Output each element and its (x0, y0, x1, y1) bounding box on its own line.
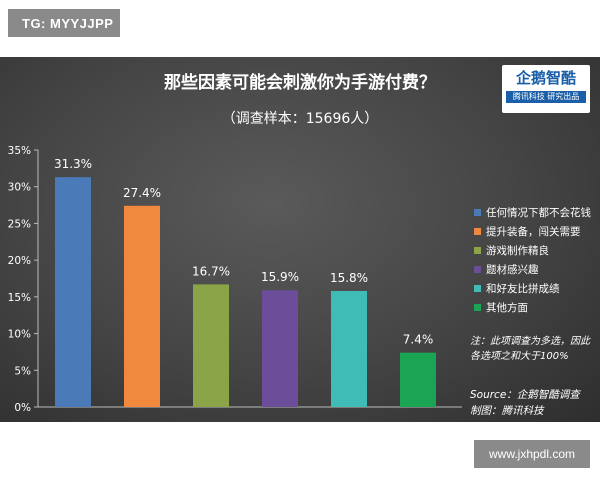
bar-data-label: 31.3% (54, 157, 92, 171)
chart-panel (0, 57, 600, 422)
bar (331, 290, 367, 407)
y-tick-label: 15% (8, 292, 31, 304)
y-tick-label: 35% (8, 145, 31, 157)
y-tick-label: 0% (14, 402, 31, 414)
logo-name: 企鹅智酷 (515, 69, 576, 87)
bar (193, 284, 229, 407)
bar (400, 352, 436, 407)
y-tick-label: 25% (8, 218, 31, 230)
legend-item: 游戏制作精良 (474, 241, 600, 260)
logo-tagline: 腾讯科技 研究出品 (506, 91, 586, 103)
legend-swatch (474, 209, 481, 216)
bar-data-label: 7.4% (403, 333, 434, 347)
source-line: Source：企鹅智酷调查 (470, 389, 580, 401)
watermark-top: TG: MYYJJPP (8, 9, 120, 37)
y-tick-label: 20% (8, 255, 31, 267)
watermark-bottom: www.jxhpdl.com (474, 440, 590, 468)
chart-subtitle: （调查样本：15696人） (221, 111, 379, 127)
legend-item: 任何情况下都不会花钱 (474, 203, 600, 222)
source-block: Source：企鹅智酷调查 制图：腾讯科技 (470, 387, 598, 419)
bar (262, 290, 298, 407)
legend-label: 游戏制作精良 (486, 245, 549, 257)
bar (124, 205, 160, 407)
bar-data-label: 15.8% (330, 271, 368, 285)
legend-item: 题材感兴趣 (474, 260, 600, 279)
legend-swatch (474, 285, 481, 292)
legend-label: 其他方面 (486, 302, 528, 314)
legend-label: 任何情况下都不会花钱 (486, 207, 591, 219)
y-tick-label: 30% (8, 182, 31, 194)
legend-swatch (474, 228, 481, 235)
y-tick-label: 5% (14, 365, 31, 377)
legend-item: 和好友比拼成绩 (474, 279, 600, 298)
bar-data-label: 16.7% (192, 264, 230, 278)
legend-label: 提升装备，闯关需要 (486, 226, 581, 238)
y-tick-label: 10% (8, 329, 31, 341)
legend-label: 和好友比拼成绩 (486, 283, 560, 295)
credit-line: 制图：腾讯科技 (470, 405, 544, 417)
brand-logo: 企鹅智酷 腾讯科技 研究出品 (502, 65, 590, 113)
chart-title: 那些因素可能会刺激你为手游付费？ (164, 73, 436, 93)
bar (55, 177, 91, 407)
legend-swatch (474, 266, 481, 273)
chart-legend: 任何情况下都不会花钱 提升装备，闯关需要 游戏制作精良 题材感兴趣和好友比拼成绩 其他方… (474, 203, 600, 317)
legend-item: 其他方面 (474, 298, 600, 317)
bar-data-label: 27.4% (123, 186, 161, 200)
legend-swatch (474, 304, 481, 311)
bar-data-label: 15.9% (261, 270, 299, 284)
legend-swatch (474, 247, 481, 254)
legend-label: 题材感兴趣 (486, 264, 539, 276)
survey-note: 注：此项调查为多选，因此各选项之和大于100% (470, 336, 590, 362)
legend-item: 提升装备，闯关需要 (474, 222, 600, 241)
